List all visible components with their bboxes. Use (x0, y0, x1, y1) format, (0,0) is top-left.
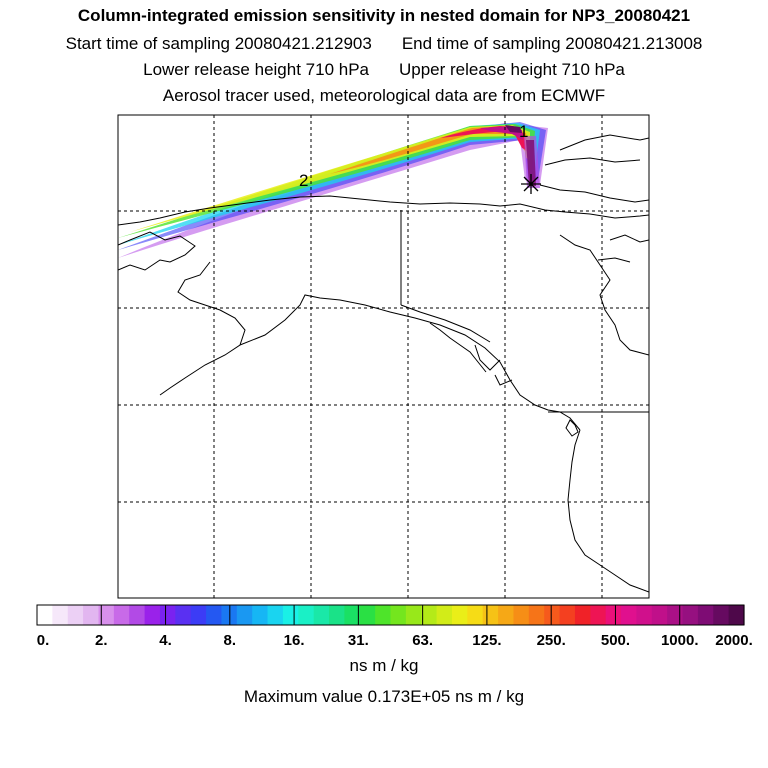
colorbar-cell (697, 605, 714, 625)
colorbar-cell (421, 605, 438, 625)
maximum-value-label: Maximum value 0.173E+05 ns m / kg (243, 687, 525, 706)
colorbar-cell (528, 605, 545, 625)
colorbar-cell (344, 605, 361, 625)
colorbar-cell (728, 605, 745, 625)
colorbar (36, 604, 745, 626)
political-borders (400, 210, 649, 413)
colorbar-cell (252, 605, 269, 625)
colorbar-cell (390, 605, 407, 625)
colorbar-tick-label: 250. (536, 632, 566, 649)
colorbar-cell (113, 605, 130, 625)
colorbar-units: ns m / kg (349, 656, 419, 675)
lat-lon-grid (118, 115, 649, 598)
colorbar-cell (513, 605, 530, 625)
colorbar-frame (36, 604, 745, 626)
colorbar-cell (605, 605, 622, 625)
colorbar-tick-label: 0. (36, 632, 50, 649)
start-time-label: Start time of sampling 20080421.212903 (65, 34, 372, 53)
colorbar-dividers (100, 605, 681, 625)
lower-release-label: Lower release height 710 hPa (143, 60, 369, 79)
colorbar-cell (713, 605, 730, 625)
colorbar-tick-label: 63. (412, 632, 434, 649)
tracer-info: Aerosol tracer used, meteorological data… (162, 86, 606, 105)
plot-title: Column-integrated emission sensitivity i… (77, 6, 691, 25)
colorbar-cell (83, 605, 100, 625)
colorbar-tick-label: 125. (472, 632, 502, 649)
map-frame (117, 114, 650, 599)
colorbar-cell (621, 605, 638, 625)
map-panel: 1 2 (117, 114, 650, 599)
colorbar-tick-label: 8. (223, 632, 237, 649)
colorbar-cell (667, 605, 684, 625)
trajectory-marker-2: 2 (299, 171, 308, 190)
colorbar-cell (298, 605, 315, 625)
colorbar-cell (144, 605, 161, 625)
colorbar-cell (590, 605, 607, 625)
colorbar-cell (451, 605, 468, 625)
colorbar-cell (359, 605, 376, 625)
coastlines (118, 134, 649, 593)
colorbar-cell (159, 605, 176, 625)
colorbar-cell (52, 605, 69, 625)
colorbar-cell (574, 605, 591, 625)
colorbar-cell (282, 605, 299, 625)
upper-release-label: Upper release height 710 hPa (399, 60, 625, 79)
colorbar-cell (436, 605, 453, 625)
colorbar-cell (236, 605, 253, 625)
colorbar-cells (37, 605, 745, 625)
colorbar-tick-label: 1000. (660, 632, 699, 649)
colorbar-cell (482, 605, 499, 625)
colorbar-tick-label: 2000. (715, 632, 753, 649)
colorbar-tick-label: 2. (95, 632, 108, 649)
end-time-label: End time of sampling 20080421.213008 (401, 34, 703, 53)
colorbar-cell (267, 605, 284, 625)
colorbar-cell (636, 605, 653, 625)
colorbar-tick-label: 4. (159, 632, 172, 649)
map-background (118, 115, 649, 598)
sampling-times: Start time of sampling 20080421.212903 En… (0, 34, 768, 54)
colorbar-cell (375, 605, 392, 625)
emission-plume (118, 122, 548, 258)
colorbar-cell (313, 605, 330, 625)
colorbar-tick-label: 31. (347, 632, 369, 649)
colorbar-cell (544, 605, 561, 625)
colorbar-cell (682, 605, 699, 625)
colorbar-cell (37, 605, 53, 625)
colorbar-cell (129, 605, 146, 625)
trajectory-marker-1: 1 (519, 122, 528, 141)
colorbar-cell (206, 605, 223, 625)
colorbar-cell (67, 605, 84, 625)
colorbar-cell (329, 605, 345, 625)
colorbar-cell (651, 605, 668, 625)
colorbar-cell (98, 605, 115, 625)
colorbar-tick-label: 500. (600, 632, 631, 649)
colorbar-cell (175, 605, 192, 625)
colorbar-tick-label: 16. (283, 632, 305, 649)
colorbar-cell (190, 605, 207, 625)
colorbar-cell (405, 605, 422, 625)
release-heights: Lower release height 710 hPa Upper releas… (0, 60, 768, 80)
colorbar-cell (498, 605, 515, 625)
colorbar-cell (559, 605, 576, 625)
colorbar-cell (467, 605, 484, 625)
asterisk-icon (521, 174, 541, 194)
